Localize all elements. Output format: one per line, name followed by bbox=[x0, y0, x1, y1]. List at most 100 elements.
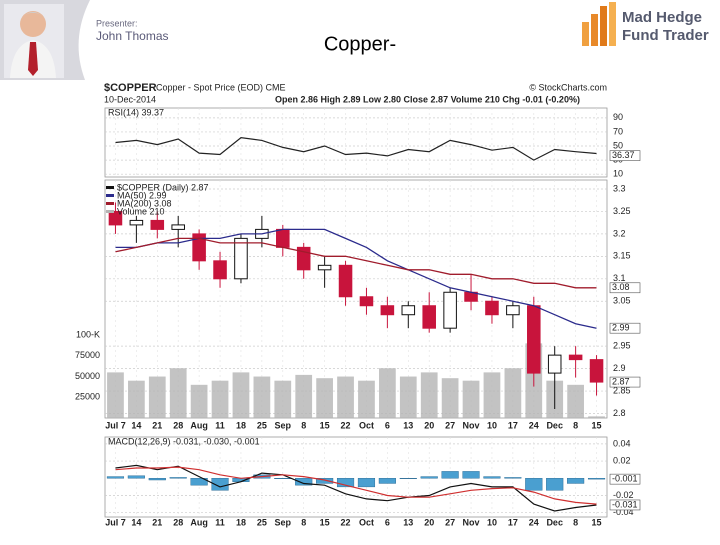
volume-bar bbox=[337, 376, 354, 418]
x-tick-label: 8 bbox=[573, 420, 578, 430]
y2-tick-label: 25000 bbox=[75, 392, 100, 402]
x-tick-label: Oct bbox=[359, 517, 374, 527]
moving-average bbox=[115, 237, 597, 289]
x-tick-label: 24 bbox=[529, 420, 539, 430]
value-marker-box bbox=[609, 499, 641, 511]
legend-swatch bbox=[106, 194, 114, 197]
x-tick-label: 25 bbox=[257, 517, 267, 527]
x-tick-label: 14 bbox=[131, 420, 141, 430]
y-tick-label: 3.1 bbox=[613, 273, 626, 283]
candle-body bbox=[276, 228, 290, 248]
legend-entry: MA(200) 3.08 bbox=[117, 198, 172, 208]
x-tick-label: 13 bbox=[403, 420, 413, 430]
histogram-bar bbox=[546, 478, 564, 491]
value-marker-box bbox=[609, 282, 641, 294]
volume-bar bbox=[504, 368, 522, 418]
histogram-bar bbox=[462, 471, 480, 479]
moving-average bbox=[115, 228, 597, 329]
legend-entry: Volume 210 bbox=[117, 206, 165, 216]
x-tick-label: 27 bbox=[445, 517, 455, 527]
candle-body bbox=[422, 305, 436, 329]
value-marker-label: 2.87 bbox=[612, 376, 630, 386]
y-tick-label: 3.15 bbox=[613, 251, 631, 261]
y-tick-label: 0.04 bbox=[613, 438, 631, 448]
candle-body bbox=[171, 224, 185, 230]
candle-body bbox=[338, 264, 353, 298]
volume-bar bbox=[128, 380, 145, 418]
histogram-bar bbox=[567, 478, 585, 484]
chart-source: © StockCharts.com bbox=[529, 82, 607, 92]
histogram-bar bbox=[399, 478, 417, 479]
x-tick-label: Sep bbox=[275, 420, 292, 430]
histogram-bar bbox=[127, 475, 145, 479]
panel-frame bbox=[104, 107, 608, 178]
x-tick-label: 25 bbox=[257, 420, 267, 430]
x-tick-label: 10 bbox=[487, 420, 497, 430]
y-tick-label: 2.9 bbox=[613, 363, 626, 373]
chart-description: Copper - Spot Price (EOD) CME bbox=[156, 82, 286, 92]
histogram-bar bbox=[420, 476, 438, 479]
panel-legend: MACD(12,26,9) -0.031, -0.030, -0.001 bbox=[108, 436, 260, 446]
x-tick-label: Dec bbox=[546, 420, 563, 430]
volume-bar bbox=[358, 380, 375, 418]
volume-bar bbox=[462, 380, 480, 418]
histogram-bar bbox=[295, 478, 313, 486]
x-tick-label: 21 bbox=[152, 420, 162, 430]
y2-tick-label: 50000 bbox=[75, 371, 100, 381]
panel-legend: RSI(14) 39.37 bbox=[108, 107, 164, 117]
value-marker-label: 36.37 bbox=[612, 150, 635, 160]
line bbox=[115, 136, 597, 161]
volume-bar bbox=[232, 372, 250, 418]
x-tick-label: 14 bbox=[131, 517, 141, 527]
x-tick-label: 17 bbox=[508, 517, 518, 527]
panel-frame bbox=[104, 179, 608, 419]
volume-bar bbox=[148, 376, 166, 418]
volume-bar bbox=[483, 372, 501, 418]
line bbox=[115, 464, 597, 512]
x-tick-label: 20 bbox=[424, 517, 434, 527]
presenter-name: John Thomas bbox=[96, 29, 169, 43]
x-tick-label: Aug bbox=[190, 420, 208, 430]
volume-bar bbox=[441, 378, 459, 418]
x-tick-label: 21 bbox=[152, 517, 162, 527]
y-tick-label: 2.85 bbox=[613, 385, 631, 395]
logo-mark bbox=[582, 2, 616, 46]
chart-quote: Open 2.86 High 2.89 Low 2.80 Close 2.87 … bbox=[275, 94, 580, 104]
x-tick-label: Nov bbox=[463, 517, 480, 527]
candle-body bbox=[443, 291, 457, 329]
value-marker-label: -0.001 bbox=[612, 474, 638, 484]
candle-body bbox=[317, 264, 332, 271]
volume-bar bbox=[190, 384, 208, 418]
volume-bar bbox=[379, 368, 396, 418]
x-tick-label: 15 bbox=[320, 517, 330, 527]
candle-body bbox=[213, 260, 227, 280]
x-tick-label: 18 bbox=[236, 517, 246, 527]
y2-tick-label: 75000 bbox=[75, 350, 100, 360]
y-tick-label: 90 bbox=[613, 112, 623, 122]
histogram-bar bbox=[483, 476, 501, 479]
candle-body bbox=[401, 305, 416, 316]
histogram-bar bbox=[357, 478, 376, 488]
x-tick-label: Jul 7 bbox=[105, 517, 126, 527]
histogram-bar bbox=[274, 478, 292, 479]
y-tick-label: 3.3 bbox=[613, 183, 626, 193]
x-tick-label: Jul 7 bbox=[105, 420, 126, 430]
y-tick-label: 70 bbox=[613, 126, 623, 136]
volume-bar bbox=[420, 372, 438, 418]
slide-title: Copper- bbox=[324, 33, 396, 55]
y-tick-label: 2.95 bbox=[613, 341, 631, 351]
candle-body bbox=[234, 237, 248, 280]
legend-entry: $COPPER (Daily) 2.87 bbox=[117, 182, 209, 192]
legend-entry: MA(50) 2.99 bbox=[117, 190, 167, 200]
histogram-bar bbox=[169, 477, 187, 479]
x-tick-label: 11 bbox=[215, 420, 225, 430]
value-marker-box bbox=[609, 376, 641, 388]
y-tick-label: 3.05 bbox=[613, 296, 631, 306]
candle-body bbox=[527, 305, 541, 374]
value-marker-label: 2.99 bbox=[612, 323, 630, 333]
candle-body bbox=[485, 300, 499, 316]
volume-bar bbox=[588, 416, 605, 418]
x-tick-label: 20 bbox=[424, 420, 434, 430]
x-tick-label: 28 bbox=[173, 517, 183, 527]
